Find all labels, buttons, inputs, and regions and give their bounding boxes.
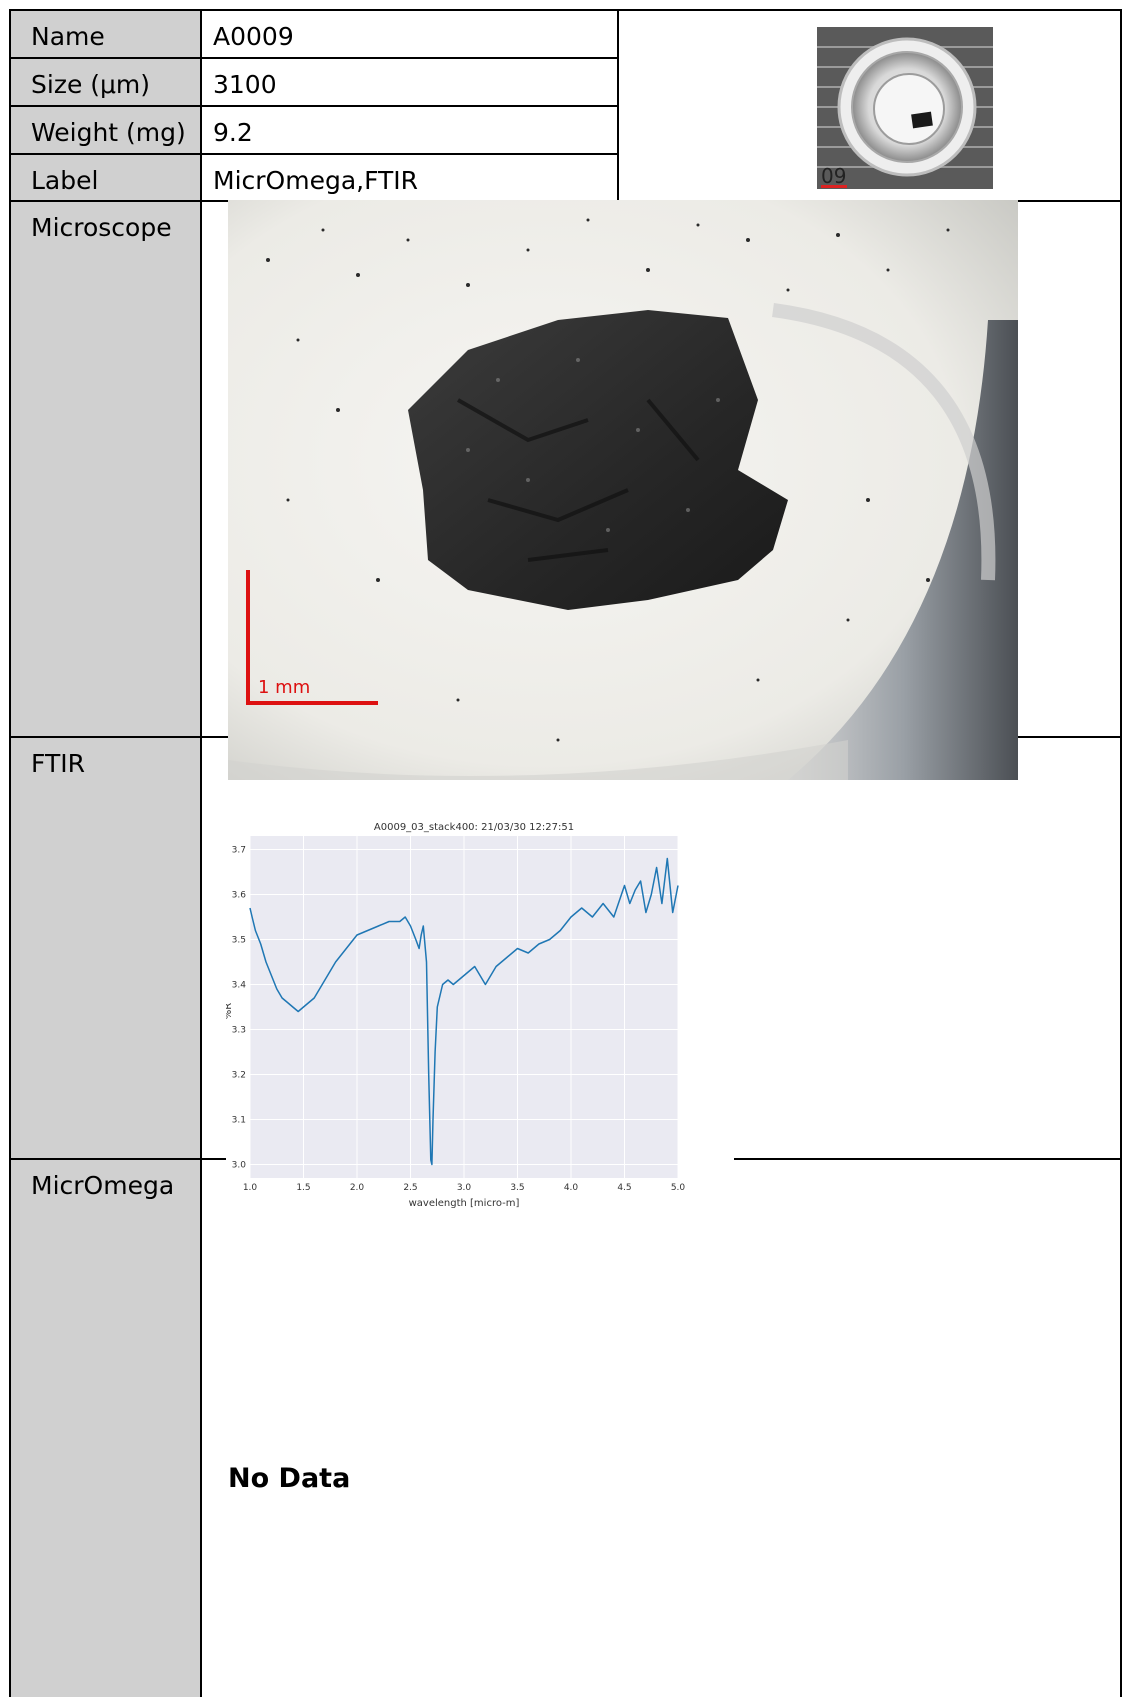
row-line [9,153,619,155]
ftir-chart: A0009_03_stack400: 21/03/30 12:27:51 1.0… [226,816,734,1214]
chart-title: A0009_03_stack400: 21/03/30 12:27:51 [374,822,574,833]
y-tick-label: 3.6 [232,891,247,901]
ftir-label: FTIR [10,737,200,1159]
name-value: A0009 [201,10,617,58]
x-tick-label: 1.5 [296,1183,310,1193]
x-tick-label: 2.5 [403,1183,417,1193]
x-tick-label: 3.5 [510,1183,524,1193]
ftir-series-line [249,857,679,1166]
x-tick-label: 1.0 [243,1183,258,1193]
y-tick-label: 3.0 [232,1161,247,1171]
weight-value: 9.2 [201,106,617,154]
row-line [9,57,619,59]
microscope-image: 1 mm [228,200,1018,780]
tags-label: Label [10,154,200,201]
border-top [9,9,1122,11]
y-axis-label: %R [226,1003,234,1020]
weight-label: Weight (mg) [10,106,200,154]
micromega-label: MicrOmega [10,1159,200,1697]
y-tick-label: 3.7 [232,846,246,856]
x-tick-label: 2.0 [350,1183,365,1193]
sample-thumbnail: 09 [817,27,993,189]
y-tick-label: 3.4 [232,981,247,991]
y-tick-label: 3.1 [232,1116,246,1126]
y-tick-label: 3.3 [232,1026,246,1036]
size-label: Size (μm) [10,58,200,106]
tags-value: MicrOmega,FTIR [201,154,617,201]
no-data-message: No Data [228,1463,351,1494]
x-tick-label: 4.0 [564,1183,579,1193]
border-left [9,9,11,1697]
size-value: 3100 [201,58,617,106]
name-label: Name [10,10,200,58]
x-tick-label: 5.0 [671,1183,686,1193]
y-tick-label: 3.5 [232,936,246,946]
column-divider [200,9,202,1697]
x-axis-label: wavelength [micro-m] [409,1198,520,1209]
thumbnail-caption: 09 [821,164,846,188]
border-right [1120,9,1122,1697]
row-line [9,105,619,107]
y-tick-label: 3.2 [232,1071,246,1081]
scale-bar-label: 1 mm [258,677,310,698]
x-tick-label: 3.0 [457,1183,472,1193]
microscope-label: Microscope [10,201,200,737]
x-tick-label: 4.5 [617,1183,631,1193]
